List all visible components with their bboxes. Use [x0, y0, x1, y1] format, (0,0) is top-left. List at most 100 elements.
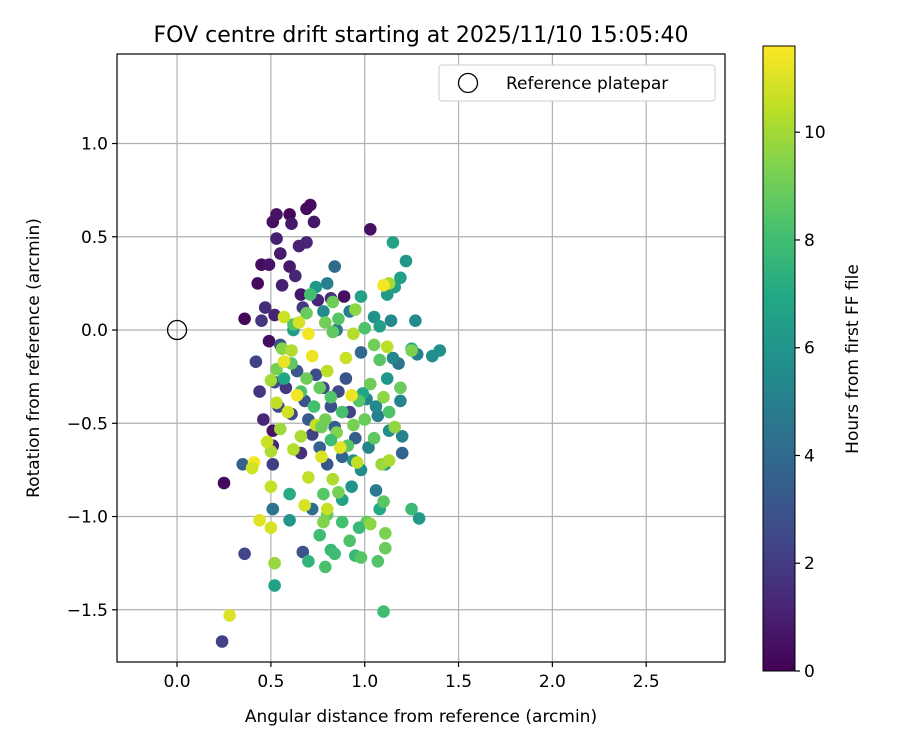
data-point — [332, 486, 345, 499]
data-point — [426, 349, 439, 363]
data-point — [307, 215, 321, 229]
data-point — [394, 394, 407, 408]
data-point — [358, 321, 372, 335]
data-point — [343, 534, 357, 548]
data-point — [260, 435, 274, 449]
data-point — [377, 605, 390, 618]
data-point — [264, 374, 278, 387]
data-point — [337, 290, 351, 303]
data-point — [382, 454, 396, 467]
y-tick-label: −1.0 — [67, 508, 108, 528]
data-point — [394, 271, 407, 285]
data-point — [320, 277, 334, 290]
data-point — [268, 579, 281, 592]
legend-box — [438, 64, 716, 102]
colorbar-tick-label: 0 — [804, 662, 815, 682]
data-point — [364, 223, 377, 236]
data-point — [268, 308, 281, 322]
data-point — [253, 385, 266, 398]
reference-point — [166, 319, 188, 341]
data-point — [354, 551, 368, 564]
data-point — [302, 327, 315, 341]
data-point — [315, 450, 328, 464]
data-point — [294, 430, 308, 443]
data-point — [320, 364, 334, 378]
data-point — [395, 430, 409, 443]
data-point — [313, 528, 327, 542]
y-tick-label: 1.0 — [81, 135, 108, 155]
data-point — [245, 461, 259, 475]
data-point — [371, 555, 385, 568]
colorbar-tick-label: 10 — [804, 123, 826, 143]
data-point — [283, 487, 296, 501]
data-point — [223, 609, 236, 622]
data-point — [270, 208, 283, 221]
data-point — [377, 390, 390, 404]
data-point — [384, 314, 398, 328]
data-point — [215, 635, 229, 648]
data-point — [328, 260, 342, 273]
data-point — [275, 342, 289, 356]
data-point — [302, 555, 315, 568]
y-axis-ticks: 1.0 0.5 0.0 −0.5 −1.0 −1.5 — [67, 135, 117, 621]
data-point — [300, 202, 313, 216]
data-point — [317, 515, 330, 529]
data-point — [285, 217, 298, 230]
y-axis-label: Rotation from reference (arcmin) — [24, 218, 44, 498]
data-point — [367, 310, 381, 324]
data-point — [277, 310, 291, 324]
data-point — [257, 413, 270, 426]
data-point — [369, 400, 383, 413]
data-point — [262, 258, 276, 272]
data-point — [283, 260, 296, 273]
data-point — [386, 351, 400, 365]
data-point — [350, 456, 364, 469]
data-point — [274, 422, 287, 436]
data-point — [270, 396, 283, 410]
data-point — [217, 476, 231, 490]
data-point — [386, 236, 400, 249]
data-point — [304, 288, 317, 301]
data-point — [380, 340, 394, 354]
colorbar-tick-label: 8 — [804, 231, 815, 251]
data-point — [289, 269, 302, 283]
data-point — [285, 344, 298, 357]
data-point — [300, 306, 313, 320]
data-point — [258, 301, 272, 314]
data-point — [334, 441, 347, 454]
data-point — [264, 521, 278, 534]
data-point — [315, 420, 328, 434]
data-point — [281, 405, 295, 419]
x-tick-label: 2.0 — [539, 672, 566, 692]
data-point — [382, 405, 396, 419]
data-points — [215, 198, 447, 648]
data-point — [379, 527, 392, 540]
data-point — [388, 420, 402, 434]
data-point — [409, 314, 422, 328]
data-point — [373, 320, 387, 333]
data-point — [326, 472, 340, 486]
data-point — [380, 372, 394, 385]
data-point — [347, 327, 360, 341]
colorbar-gradient — [762, 45, 796, 672]
data-point — [367, 338, 381, 352]
data-point — [358, 413, 372, 426]
data-point — [292, 239, 306, 253]
legend-label: Reference platepar — [506, 74, 668, 94]
data-point — [345, 389, 358, 402]
data-point — [319, 316, 332, 329]
data-point — [324, 433, 338, 447]
data-point — [349, 303, 362, 316]
colorbar-label: Hours from first FF file — [843, 264, 863, 454]
data-point — [251, 277, 264, 290]
data-point — [255, 314, 268, 328]
data-point — [277, 372, 291, 385]
data-point — [324, 400, 338, 413]
data-point — [294, 288, 308, 301]
data-point — [347, 418, 360, 432]
data-point — [354, 346, 368, 359]
data-point — [354, 290, 368, 303]
data-point — [339, 372, 353, 385]
data-point — [277, 355, 291, 369]
